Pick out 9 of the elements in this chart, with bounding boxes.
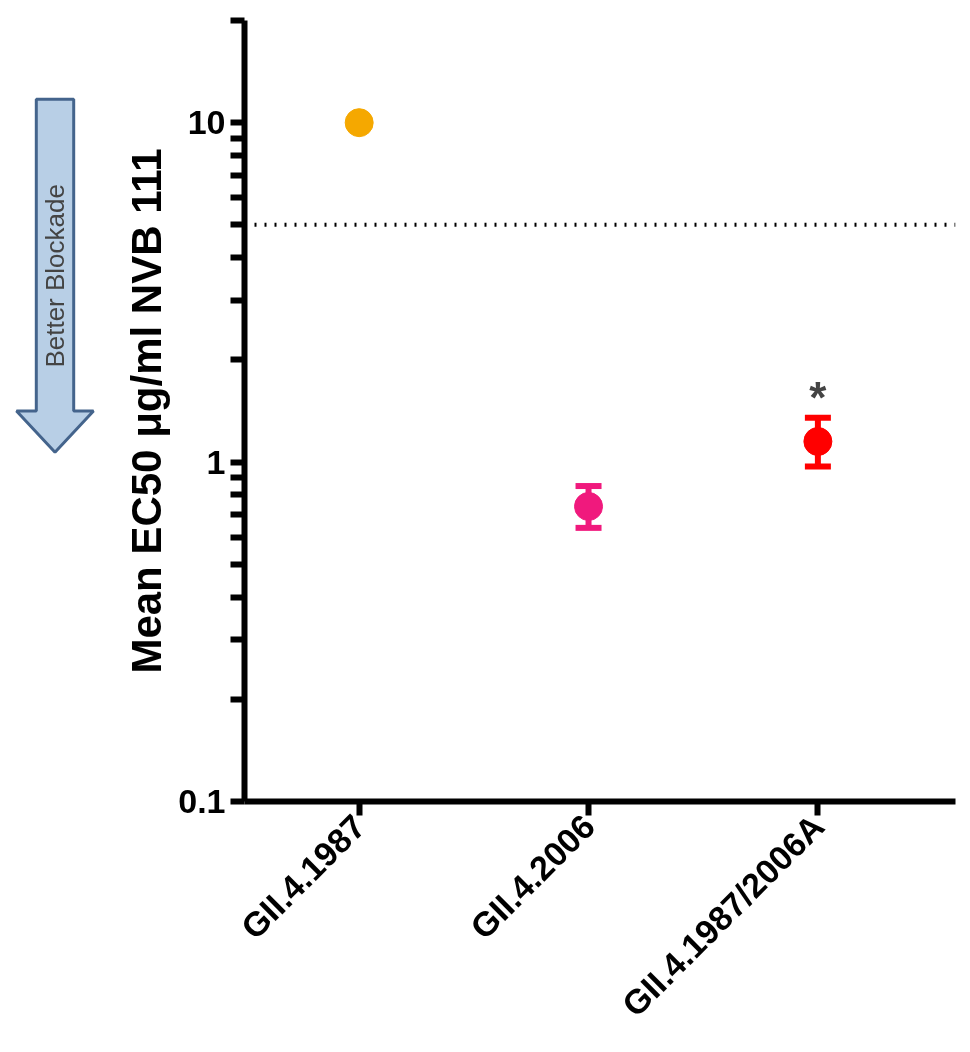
y-tick-label: 10 (187, 103, 226, 142)
y-tick-label: 0.1 (178, 782, 226, 820)
point (344, 108, 374, 138)
text: Better Blockade (40, 184, 70, 368)
annotation: * (809, 372, 828, 422)
y-axis-title: Mean EC50 μg/ml NVB 111 (123, 148, 171, 674)
point (574, 492, 604, 521)
point (803, 427, 833, 456)
y-tick-label: 1 (206, 442, 226, 481)
